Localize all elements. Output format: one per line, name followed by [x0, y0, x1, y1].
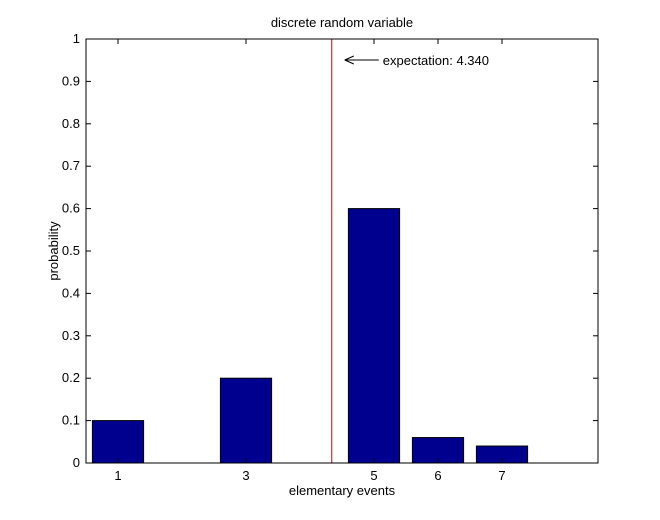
- chart-title: discrete random variable: [271, 15, 413, 30]
- expectation-label: expectation: 4.340: [383, 53, 489, 68]
- y-tick-label: 0: [73, 455, 80, 470]
- y-tick-label: 0.1: [62, 413, 80, 428]
- x-tick-label: 7: [498, 468, 505, 483]
- x-tick-label: 1: [114, 468, 121, 483]
- bar-3: [219, 377, 273, 464]
- y-tick-label: 1: [73, 31, 80, 46]
- y-tick-label: 0.3: [62, 328, 80, 343]
- y-tick-label: 0.6: [62, 201, 80, 216]
- y-tick-label: 0.8: [62, 116, 80, 131]
- y-tick-label: 0.9: [62, 73, 80, 88]
- x-tick-label: 6: [434, 468, 441, 483]
- y-axis-label: probability: [46, 221, 61, 281]
- y-tick-label: 0.4: [62, 285, 80, 300]
- y-tick-label: 0.5: [62, 243, 80, 258]
- x-tick-label: 3: [242, 468, 249, 483]
- expectation-layer: [331, 39, 379, 463]
- bar-5: [347, 208, 401, 464]
- x-axis-label: elementary events: [289, 483, 396, 498]
- bars-layer: [91, 208, 529, 464]
- axes-layer: 0 0.1 0.2 0.3 0.4 0.5 0.6 0.7 0.8 0.9 1 1 3 5 6 7: [62, 31, 599, 483]
- expectation-arrowhead: [344, 55, 354, 65]
- y-tick-label: 0.7: [62, 158, 80, 173]
- plot-box: [85, 38, 599, 464]
- y-tick-label: 0.2: [62, 370, 80, 385]
- x-tick-label: 5: [370, 468, 377, 483]
- bar-1: [91, 420, 145, 464]
